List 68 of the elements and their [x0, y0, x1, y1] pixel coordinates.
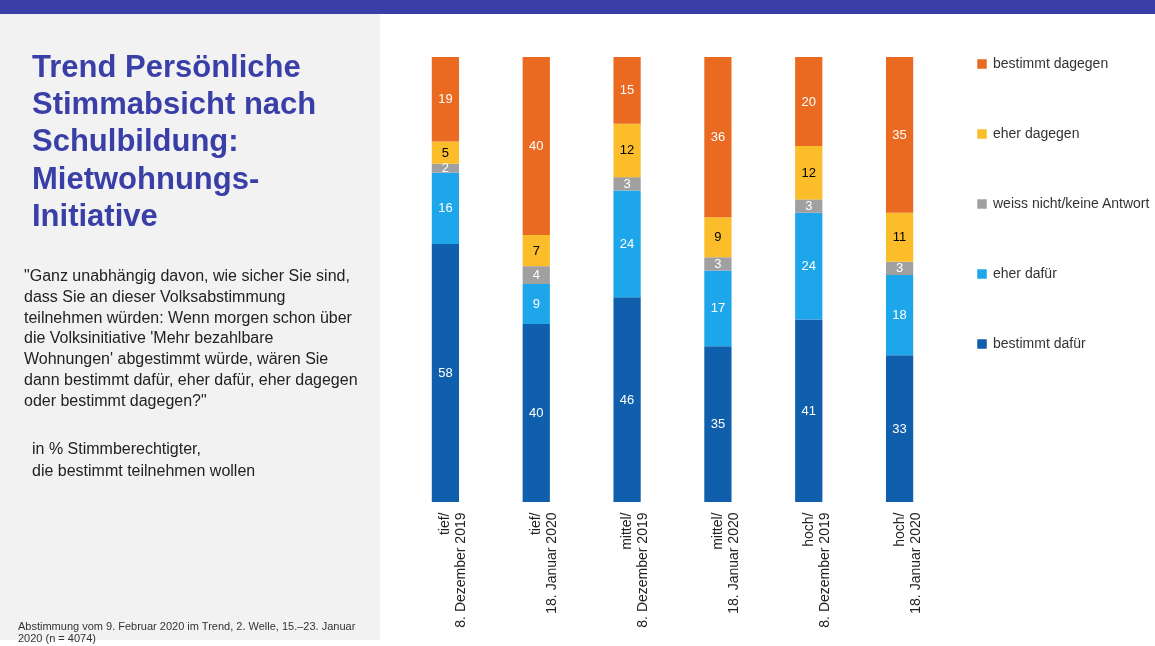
data-label: 40 — [529, 405, 544, 420]
bar — [795, 146, 823, 200]
bar — [704, 57, 732, 218]
data-label: 35 — [710, 416, 726, 432]
bar — [522, 283, 550, 324]
legend-label: weiss nicht/keine Antwort — [992, 195, 1150, 211]
data-label: 24 — [619, 235, 635, 251]
bar — [704, 346, 732, 502]
bar — [795, 319, 823, 502]
data-label: 12 — [801, 164, 816, 180]
bar — [431, 172, 460, 244]
bar — [613, 123, 641, 178]
data-label: 7 — [532, 242, 540, 258]
data-label: 24 — [801, 258, 816, 274]
data-label: 9 — [532, 295, 540, 311]
bar — [795, 57, 823, 146]
data-label: 40 — [529, 138, 544, 153]
bar — [522, 235, 550, 267]
data-label: 4 — [532, 267, 540, 283]
text: Trend Persönliche Stimmabsicht nach Schulbildung: Mietwohnungs-Initiative — [32, 48, 318, 234]
data-label: 3 — [805, 198, 813, 214]
data-label: 58 — [438, 364, 453, 380]
legend-label: bestimmt dafür — [993, 335, 1086, 351]
bar — [704, 270, 732, 347]
data-label: 12 — [619, 142, 635, 158]
data-label: 15 — [619, 82, 635, 98]
bar — [522, 266, 550, 284]
data-label: 46 — [619, 391, 635, 407]
data-label: 5 — [441, 144, 450, 160]
data-label: 3 — [895, 260, 904, 276]
bar — [704, 217, 732, 258]
data-label: 33 — [892, 420, 907, 436]
x-tick-label: tief/ 8. Dezember 2019 — [436, 512, 469, 628]
data-label: 18 — [892, 307, 907, 323]
data-label: 17 — [710, 300, 726, 316]
bar — [431, 141, 460, 164]
data-label: 3 — [623, 175, 631, 191]
legend-label: eher dagegen — [993, 125, 1080, 141]
data-label: 19 — [438, 91, 453, 107]
bar — [885, 275, 914, 356]
data-label: 20 — [801, 93, 816, 109]
bar — [613, 190, 641, 298]
data-label: 9 — [714, 229, 722, 245]
bar — [795, 199, 823, 213]
data-label: 41 — [801, 402, 816, 418]
bar — [885, 212, 914, 262]
bar — [613, 177, 641, 191]
bar — [795, 212, 823, 320]
bar — [885, 57, 914, 213]
bar — [613, 297, 641, 502]
data-label: 3 — [714, 255, 722, 271]
bar — [704, 257, 732, 271]
text: "Ganz unabhängig davon, wie sicher Sie sind, dass Sie an dieser Volksabstimmung teilnehmen würden: Wenn morgen schon über die Volksinitiative 'Mehr bezahlbare Wohnungen' abgestimmt würde, wären Sie dann bestimmt dafür, eher dafür, eher dagegen oder bestimmt dagegen?" — [24, 266, 359, 411]
bar — [522, 57, 550, 235]
bar — [522, 324, 550, 502]
legend-label: bestimmt dagegen — [993, 55, 1109, 71]
text: Abstimmung vom 9. Februar 2020 im Trend, 2. Welle, 15.–23. Januar 2020 (n = 4074) — [18, 620, 357, 644]
data-label: 36 — [710, 129, 726, 145]
bar — [613, 57, 641, 124]
data-label: 16 — [438, 200, 453, 216]
text: in % Stimmberechtigter, die bestimmt teilnehmen wollen — [32, 439, 256, 481]
bar — [431, 57, 460, 142]
bar — [431, 243, 460, 502]
legend-label: eher dafür — [993, 265, 1058, 281]
bar — [885, 355, 914, 502]
data-label: 35 — [892, 126, 907, 142]
data-label: 2 — [441, 160, 450, 176]
data-label: 11 — [892, 229, 907, 245]
